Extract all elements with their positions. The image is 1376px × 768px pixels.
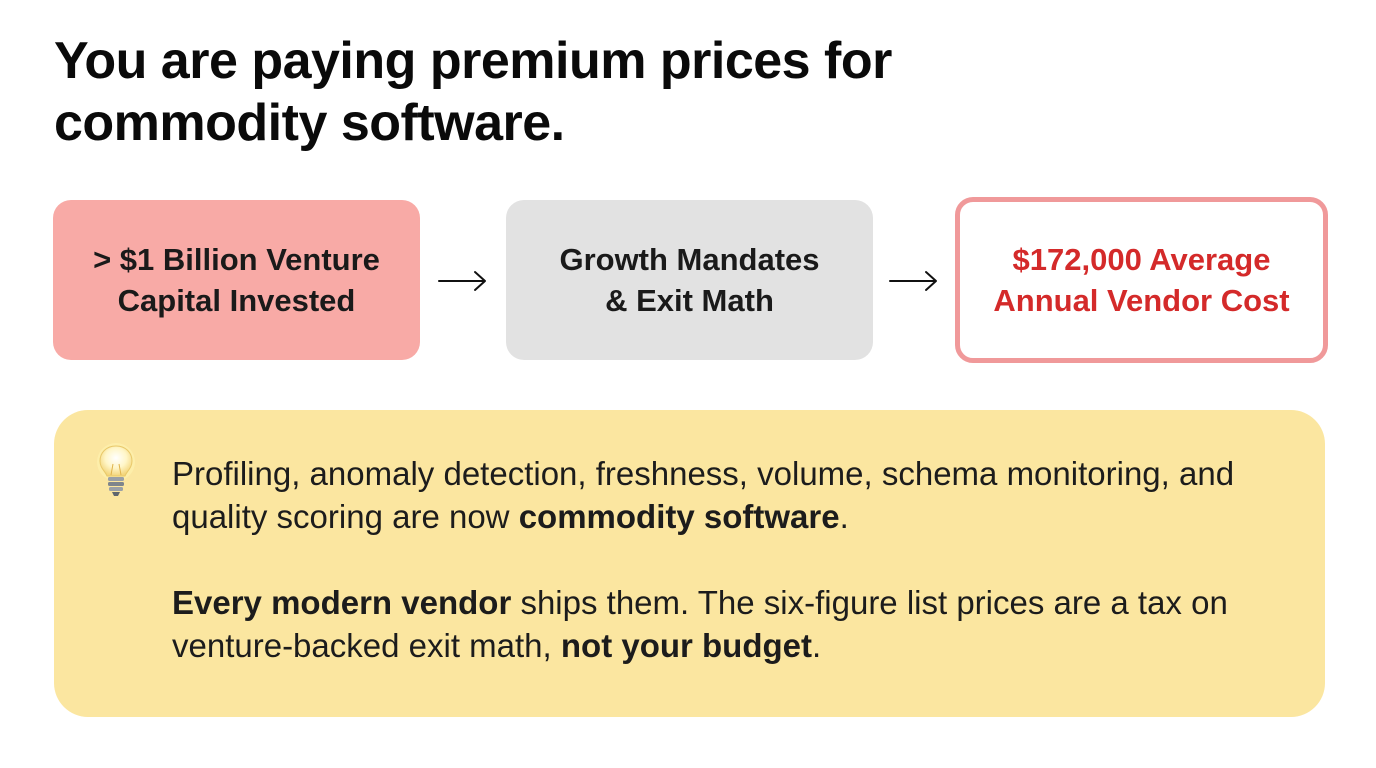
vendor-cost-line-1: $172,000 Average (1012, 242, 1271, 277)
title-line-1: You are paying premium prices for (54, 32, 892, 90)
growth-mandates-line-2: & Exit Math (605, 283, 774, 318)
callout-p2-bold-1: Every modern vendor (172, 584, 512, 621)
page-title: You are paying premium prices for commod… (54, 30, 1034, 154)
venture-capital-line-1: > $1 Billion Venture (93, 242, 380, 277)
cost-flow-diagram: > $1 Billion Venture Capital Invested Gr… (53, 197, 1328, 363)
right-arrow-icon (438, 271, 486, 291)
callout-p2-bold-2: not your budget (560, 627, 813, 664)
callout-text: Profiling, anomaly detection, freshness,… (172, 452, 1302, 667)
venture-capital-box: > $1 Billion Venture Capital Invested (53, 200, 420, 360)
callout-p1-bold: commodity software (518, 498, 840, 535)
callout-p1-text: Profiling, anomaly detection, freshness,… (172, 455, 1235, 535)
growth-mandates-box: Growth Mandates & Exit Math (506, 200, 873, 360)
vendor-cost-line-2: Annual Vendor Cost (993, 283, 1290, 318)
lightbulb-icon (97, 443, 135, 496)
venture-capital-line-2: Capital Invested (117, 283, 356, 318)
right-arrow-icon (889, 271, 937, 291)
title-line-2: commodity software. (54, 94, 565, 152)
callout-p2-end: . (812, 627, 822, 664)
callout-p1-end: . (839, 498, 849, 535)
vendor-cost-box: $172,000 Average Annual Vendor Cost (955, 197, 1328, 363)
insight-callout (54, 410, 1325, 717)
growth-mandates-line-1: Growth Mandates (559, 242, 820, 277)
callout-p2-text: ships them. The six-figure list prices a… (172, 584, 1228, 664)
callout-paragraph-1: Profiling, anomaly detection, freshness,… (172, 452, 1302, 538)
callout-paragraph-2: Every modern vendor ships them. The six-… (172, 581, 1302, 667)
